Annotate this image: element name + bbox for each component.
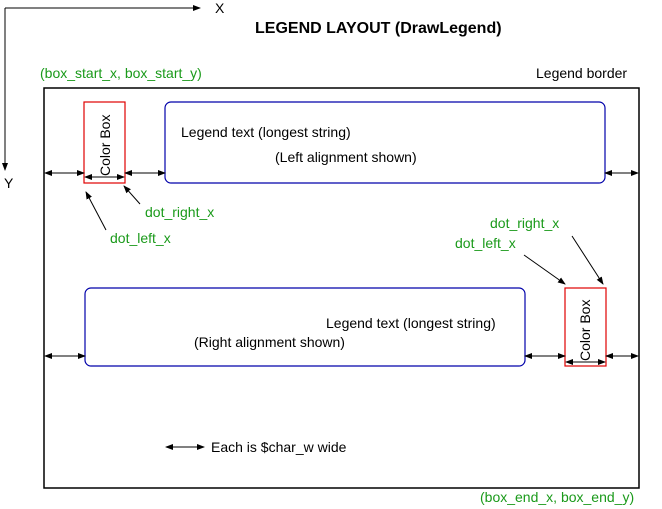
top-text-box (164, 101, 606, 184)
top-legend-entry: Color Box Legend text (longest string) (… (44, 101, 639, 246)
y-axis-label: Y (4, 175, 14, 191)
bottom-text-box (84, 287, 526, 367)
bottom-dot-right-pointer (571, 235, 604, 285)
top-dot-right-label: dot_right_x (145, 204, 214, 220)
bottom-alignment-note: (Right alignment shown) (194, 334, 345, 350)
bottom-color-box-label: Color Box (577, 300, 593, 361)
box-end-label: (box_end_x, box_end_y) (480, 489, 634, 505)
diagram-title: LEGEND LAYOUT (DrawLegend) (255, 20, 502, 37)
legend-border (43, 87, 640, 489)
top-dot-left-pointer (85, 191, 107, 231)
x-axis-label: X (215, 0, 225, 16)
top-alignment-note: (Left alignment shown) (275, 149, 417, 165)
bottom-dot-left-label: dot_left_x (455, 235, 516, 251)
char-width-key: Each is $char_w wide (165, 439, 347, 455)
bottom-color-box (564, 287, 607, 367)
top-legend-text: Legend text (longest string) (181, 124, 351, 140)
bottom-dot-right-label: dot_right_x (490, 215, 559, 231)
top-dot-right-pointer (123, 185, 141, 205)
top-color-box-label: Color Box (97, 115, 113, 176)
bottom-legend-entry: dot_right_x dot_left_x Legend text (long… (44, 215, 639, 367)
legend-border-label: Legend border (536, 65, 627, 81)
bottom-legend-text: Legend text (longest string) (326, 315, 496, 331)
coordinate-axes: X Y (2, 0, 225, 191)
top-color-box (83, 101, 126, 184)
top-dot-left-label: dot_left_x (110, 230, 171, 246)
char-width-key-note: Each is $char_w wide (211, 439, 347, 455)
bottom-dot-left-pointer (523, 254, 566, 285)
box-start-label: (box_start_x, box_start_y) (40, 65, 202, 81)
